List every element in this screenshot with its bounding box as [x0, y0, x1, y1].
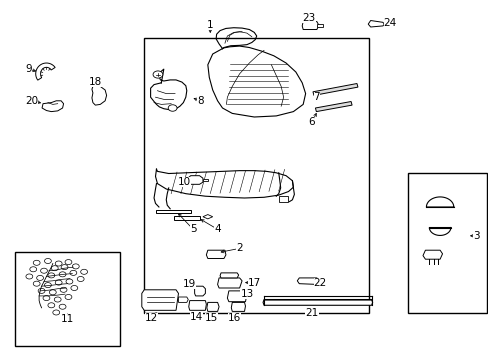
Text: 7: 7 — [313, 92, 320, 102]
Circle shape — [59, 304, 66, 309]
Polygon shape — [155, 210, 190, 213]
Text: 4: 4 — [214, 224, 221, 234]
Polygon shape — [231, 302, 245, 311]
Text: 14: 14 — [189, 312, 203, 322]
Polygon shape — [178, 297, 188, 302]
Text: 12: 12 — [144, 312, 158, 323]
Polygon shape — [194, 286, 205, 296]
Polygon shape — [42, 101, 63, 112]
Circle shape — [37, 275, 43, 280]
Circle shape — [66, 279, 73, 284]
Text: 9: 9 — [25, 64, 32, 74]
Circle shape — [55, 280, 62, 285]
Polygon shape — [206, 302, 219, 311]
Circle shape — [38, 288, 45, 293]
Text: 22: 22 — [313, 278, 326, 288]
Polygon shape — [407, 173, 486, 313]
Polygon shape — [302, 22, 318, 30]
Text: 24: 24 — [383, 18, 396, 28]
Circle shape — [153, 71, 163, 78]
Polygon shape — [142, 290, 178, 310]
Text: 6: 6 — [308, 117, 315, 127]
Circle shape — [60, 287, 67, 292]
Circle shape — [48, 303, 55, 308]
Text: 10: 10 — [178, 177, 191, 187]
Text: 20: 20 — [25, 96, 38, 106]
Circle shape — [53, 310, 60, 315]
Polygon shape — [173, 216, 199, 220]
Text: 3: 3 — [472, 231, 479, 241]
Circle shape — [44, 258, 51, 264]
Circle shape — [61, 265, 68, 270]
Polygon shape — [316, 24, 322, 27]
Polygon shape — [217, 278, 242, 288]
Circle shape — [70, 270, 77, 275]
Circle shape — [43, 296, 50, 301]
Text: 2: 2 — [236, 243, 243, 253]
Polygon shape — [203, 179, 207, 181]
Polygon shape — [297, 278, 318, 284]
Circle shape — [65, 294, 72, 300]
Text: 23: 23 — [302, 13, 315, 23]
Polygon shape — [206, 250, 225, 258]
Circle shape — [81, 269, 87, 274]
Circle shape — [77, 276, 84, 282]
Polygon shape — [188, 301, 206, 310]
Text: 17: 17 — [247, 278, 261, 288]
Polygon shape — [144, 38, 368, 313]
Polygon shape — [312, 84, 357, 95]
Circle shape — [65, 260, 72, 265]
Circle shape — [54, 297, 61, 302]
Text: 11: 11 — [61, 314, 74, 324]
Text: 21: 21 — [305, 308, 318, 318]
Polygon shape — [220, 273, 238, 278]
Text: 19: 19 — [183, 279, 196, 289]
Text: 13: 13 — [240, 289, 253, 300]
Polygon shape — [36, 63, 55, 80]
Polygon shape — [187, 176, 203, 184]
Polygon shape — [227, 291, 246, 302]
Polygon shape — [278, 196, 287, 202]
Text: 15: 15 — [204, 312, 218, 323]
Circle shape — [59, 272, 66, 277]
Circle shape — [48, 273, 55, 278]
Circle shape — [72, 264, 79, 269]
Polygon shape — [263, 300, 372, 305]
Polygon shape — [203, 215, 212, 219]
Circle shape — [30, 267, 37, 272]
Circle shape — [44, 283, 51, 288]
Text: 18: 18 — [88, 77, 102, 87]
Polygon shape — [367, 21, 384, 27]
Circle shape — [33, 260, 40, 265]
Circle shape — [33, 281, 40, 286]
Polygon shape — [422, 250, 442, 259]
Text: 8: 8 — [197, 96, 203, 106]
Text: 16: 16 — [227, 312, 241, 323]
Text: 1: 1 — [206, 20, 213, 30]
Polygon shape — [15, 252, 120, 346]
Polygon shape — [315, 102, 351, 112]
Circle shape — [26, 274, 33, 279]
Polygon shape — [92, 86, 106, 105]
Circle shape — [55, 261, 62, 266]
Circle shape — [51, 266, 58, 271]
Text: 5: 5 — [189, 224, 196, 234]
Circle shape — [49, 290, 56, 295]
Circle shape — [168, 105, 177, 111]
Circle shape — [71, 285, 78, 291]
Circle shape — [41, 268, 47, 273]
